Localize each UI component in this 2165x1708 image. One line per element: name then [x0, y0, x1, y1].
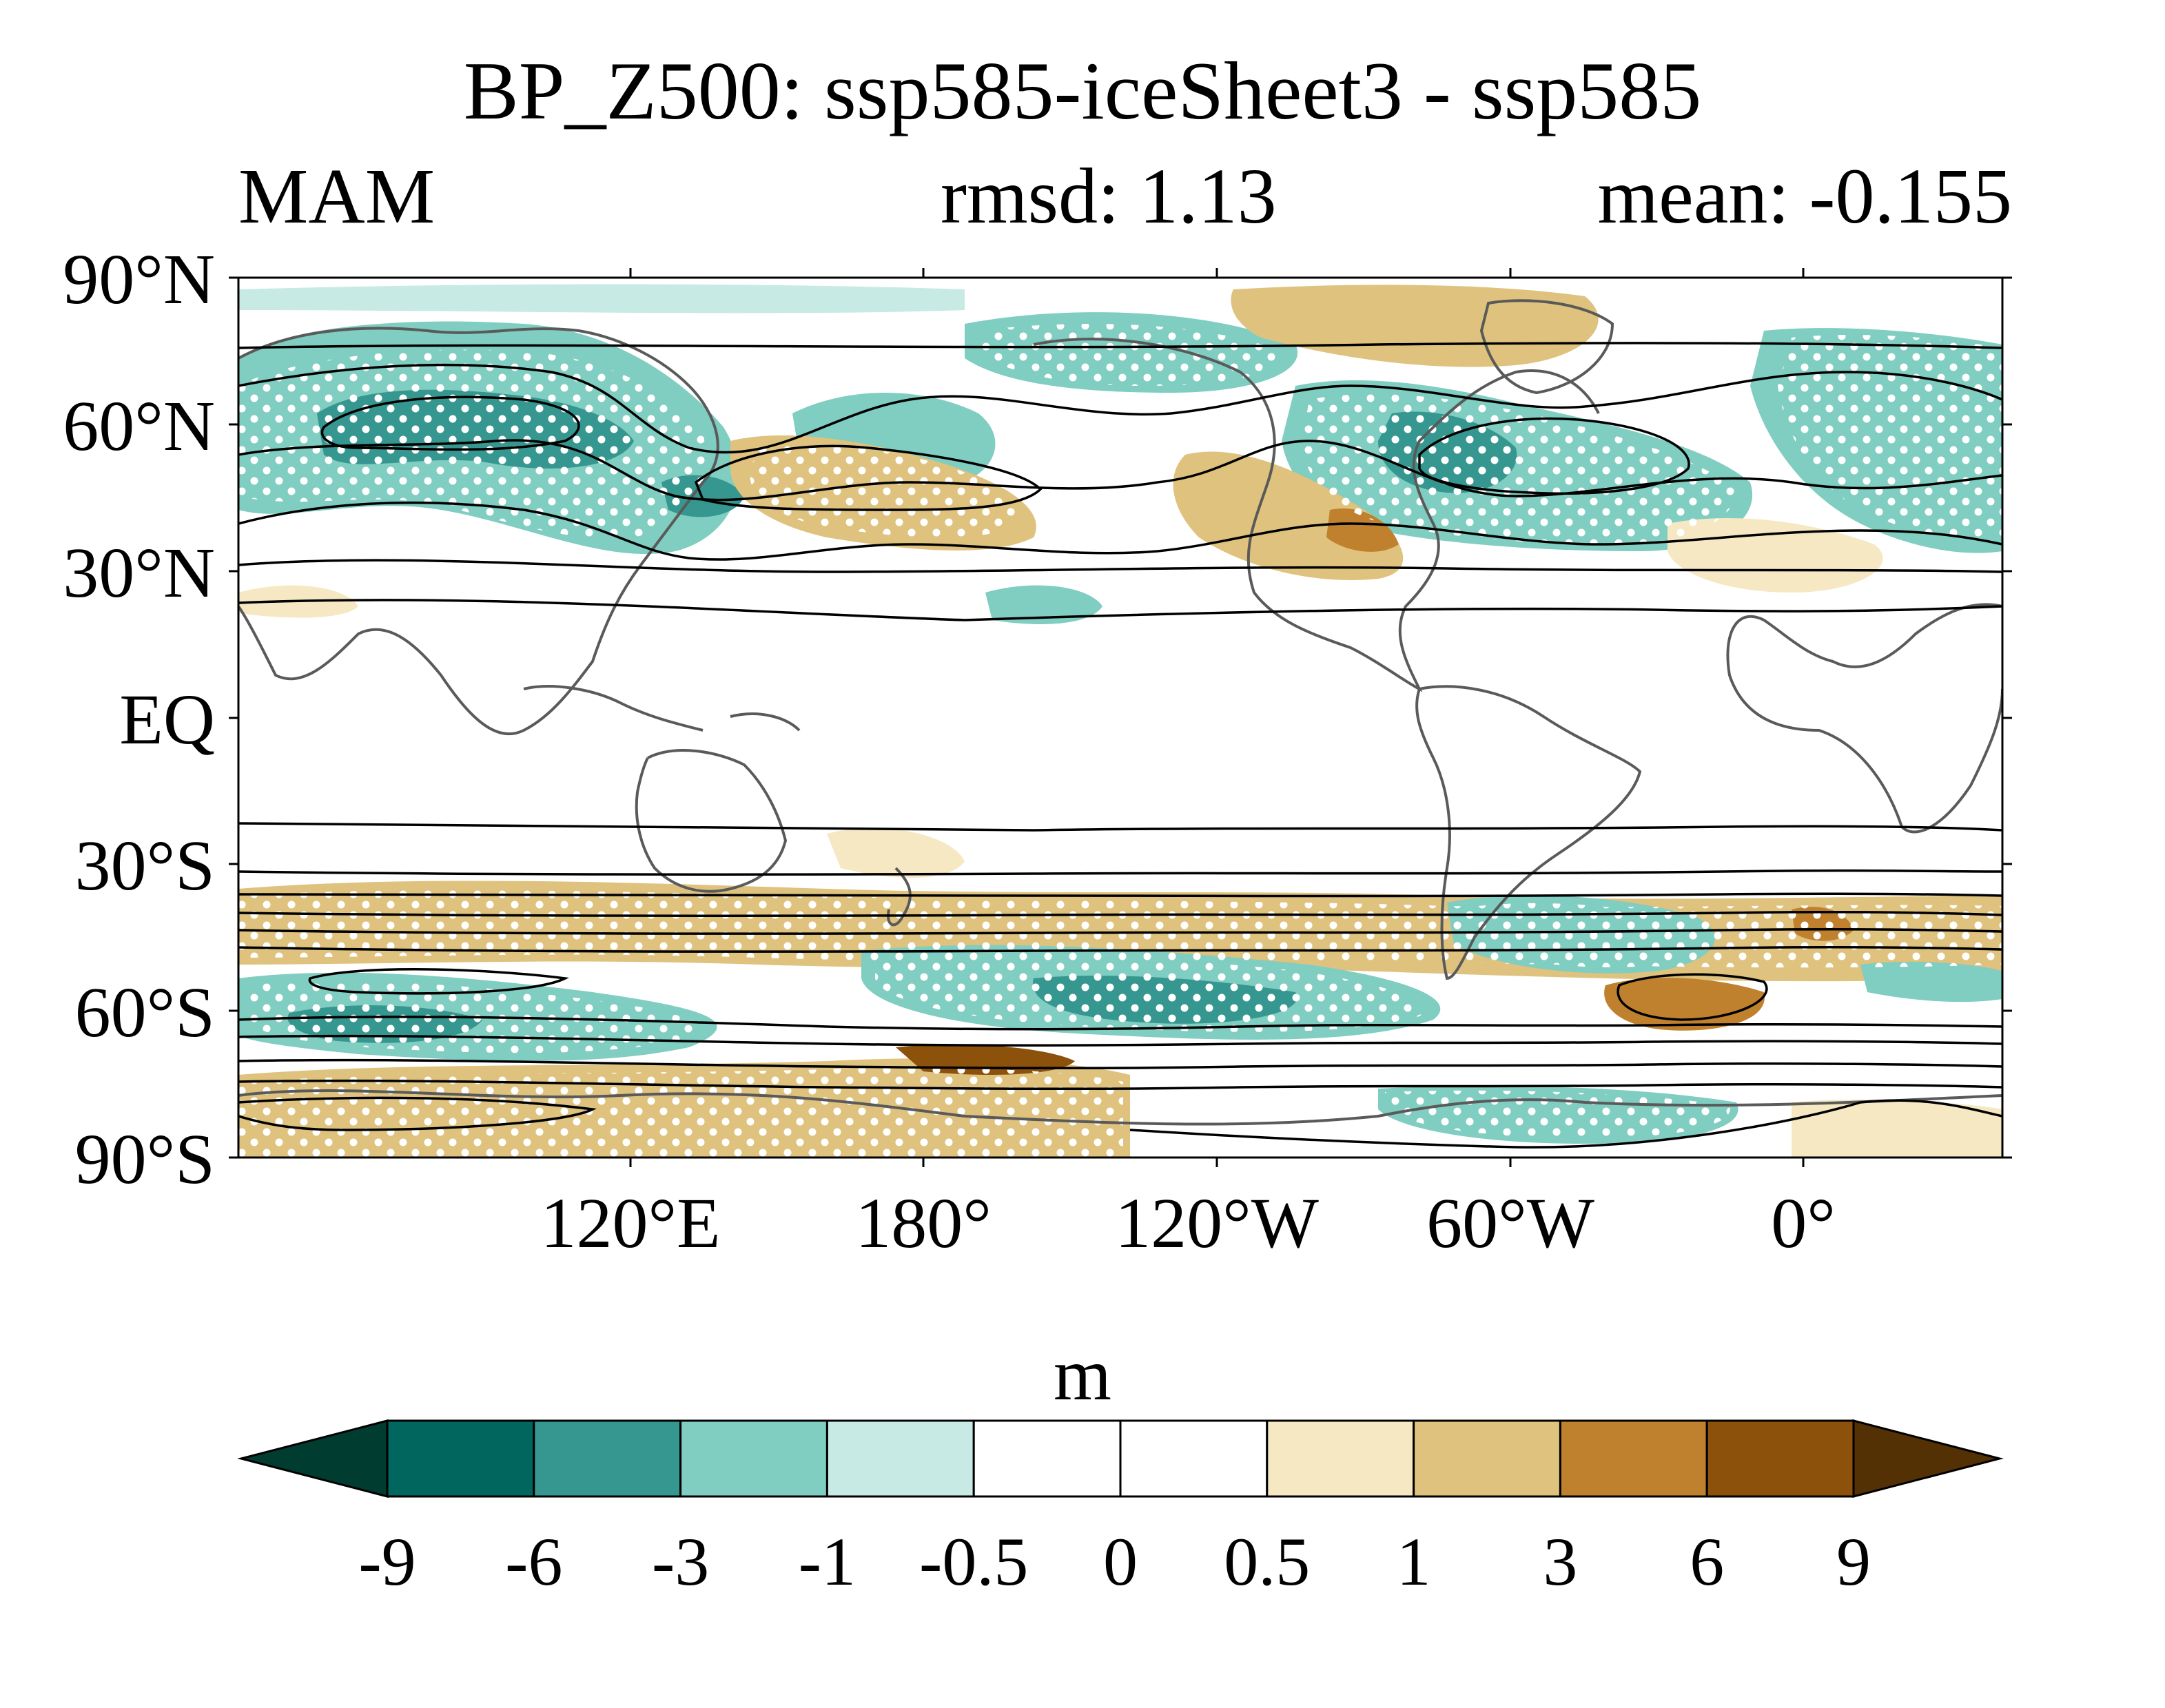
contour-sh-7: [238, 1016, 2002, 1031]
stipple-nh-pacific: [750, 444, 1017, 538]
nh-tan-america: [1173, 451, 1404, 580]
map-panel: [238, 278, 2002, 1157]
colorbar-extend-high: [1852, 1419, 2004, 1498]
contour-nh-2: [238, 363, 2002, 454]
mean-label: mean: -0.155: [1597, 152, 2012, 240]
stipple-nh-arctic: [978, 324, 1282, 386]
lat-label-60s: 60°S: [75, 973, 215, 1052]
colorbar-labels: -9 -6 -3 -1 -0.5 0 0.5 1 3 6 9: [358, 1523, 1871, 1600]
colorbar-tick-label: 1: [1397, 1523, 1431, 1600]
coast-eurasia: [238, 327, 719, 736]
sh-tan-east-pacific: [827, 828, 965, 878]
colorbar-box: [1559, 1419, 1708, 1498]
colorbar-box: [1413, 1419, 1561, 1498]
lon-label-180: 180°: [855, 1184, 992, 1263]
sh-tan-antarctic-east: [1792, 1099, 2002, 1157]
lat-label-60n: 60°N: [63, 387, 215, 466]
lon-label-60w: 60°W: [1426, 1184, 1594, 1263]
colorbar-units: m: [1053, 1334, 1111, 1416]
contour-sh-5: [238, 927, 2002, 935]
contour-sh-closed-1: [308, 968, 569, 995]
contour-sh-polar: [238, 1096, 2002, 1149]
stipple-nh-atlantic: [1302, 393, 1736, 544]
colorbar-tick-label: 0.5: [1224, 1523, 1310, 1600]
latitude-ticks: [229, 276, 2012, 1159]
contour-nh-6: [238, 599, 2002, 621]
contour-nh-closed-1: [320, 395, 580, 451]
coast-greenland: [1479, 299, 1614, 395]
contour-nh-closed-2: [694, 444, 1043, 511]
longitude-labels: 120°E 180° 120°W 60°W 0°: [540, 1184, 1835, 1263]
colorbar-box: [1119, 1419, 1269, 1498]
nh-teal-subtropics: [985, 585, 1102, 624]
stipple-sh-antarctic: [238, 1067, 1123, 1157]
latitude-labels: 90°N 60°N 30°N EQ 30°S 60°S 90°S: [63, 240, 215, 1199]
contour-sh-3: [238, 892, 2002, 898]
nh-brown-america-core: [1326, 508, 1399, 552]
colorbar-tick-label: -1: [799, 1523, 856, 1600]
contour-nh-4: [238, 501, 2002, 561]
colorbar-box: [679, 1419, 828, 1498]
colorbar-box: [1705, 1419, 1855, 1498]
contour-sh-4: [238, 911, 2002, 917]
coast-australia: [635, 749, 788, 893]
contour-nh-1: [238, 342, 2002, 349]
colorbar-tick-label: 3: [1543, 1523, 1577, 1600]
contour-sh-6: [238, 945, 2002, 953]
colorbar-tick-label: -9: [358, 1523, 415, 1600]
contour-sh-10: [238, 1079, 2002, 1091]
colorbar-tick-label: 9: [1836, 1523, 1871, 1600]
contour-sh-closed-2: [1617, 973, 1768, 1021]
coast-north-america: [1033, 338, 1600, 692]
colorbar: [237, 1419, 2004, 1498]
sh-brown-atlantic: [1604, 978, 1765, 1031]
coast-south-america: [1415, 685, 1642, 980]
stipple-nh-west: [238, 349, 707, 539]
stipple-sh-pacific: [875, 953, 1424, 1032]
lat-label-90n: 90°N: [63, 240, 215, 319]
colorbar-tick-label: -0.5: [919, 1523, 1028, 1600]
coast-maritime: [523, 685, 801, 732]
stipple-sh-atlantic: [1454, 903, 1705, 967]
lat-label-eq: EQ: [119, 680, 215, 759]
sh-teal-indian: [1860, 961, 2002, 1002]
contour-sh-2: [238, 869, 2002, 876]
map-title: BP_Z500: ssp585-iceSheet3 - ssp585: [463, 45, 1702, 136]
coast-africa-west: [1726, 603, 2002, 834]
nh-teal-arctic-band: [238, 284, 965, 313]
colorbar-tick-label: 6: [1690, 1523, 1724, 1600]
colorbar-box: [972, 1419, 1122, 1498]
coastlines: [238, 299, 2002, 1126]
lon-label-0: 0°: [1771, 1184, 1836, 1263]
lon-label-120w: 120°W: [1115, 1184, 1319, 1263]
colorbar-box: [825, 1419, 975, 1498]
season-label: MAM: [238, 152, 435, 240]
lon-label-120e: 120°E: [540, 1184, 720, 1263]
coast-antarctica: [238, 1089, 2002, 1126]
colorbar-box: [533, 1419, 682, 1498]
lat-label-30n: 30°N: [63, 533, 215, 613]
colorbar-extend-low: [237, 1419, 389, 1498]
colorbar-box: [1266, 1419, 1415, 1498]
colorbar-tick-label: 0: [1103, 1523, 1138, 1600]
contour-nh-5: [238, 559, 2002, 573]
contour-sh-9: [238, 1058, 2002, 1070]
contour-nh-3: [238, 439, 2002, 502]
colorbar-tick-label: -3: [652, 1523, 709, 1600]
colorbar-tick-label: -6: [505, 1523, 562, 1600]
rmsd-label: rmsd: 1.13: [941, 152, 1277, 240]
longitude-ticks: [629, 268, 1805, 1167]
colorbar-box: [386, 1419, 535, 1498]
contour-nh-closed-3: [1418, 417, 1690, 495]
lat-label-90s: 90°S: [75, 1120, 215, 1199]
contour-sh-8: [238, 1034, 2002, 1047]
lat-label-30s: 30°S: [75, 826, 215, 905]
